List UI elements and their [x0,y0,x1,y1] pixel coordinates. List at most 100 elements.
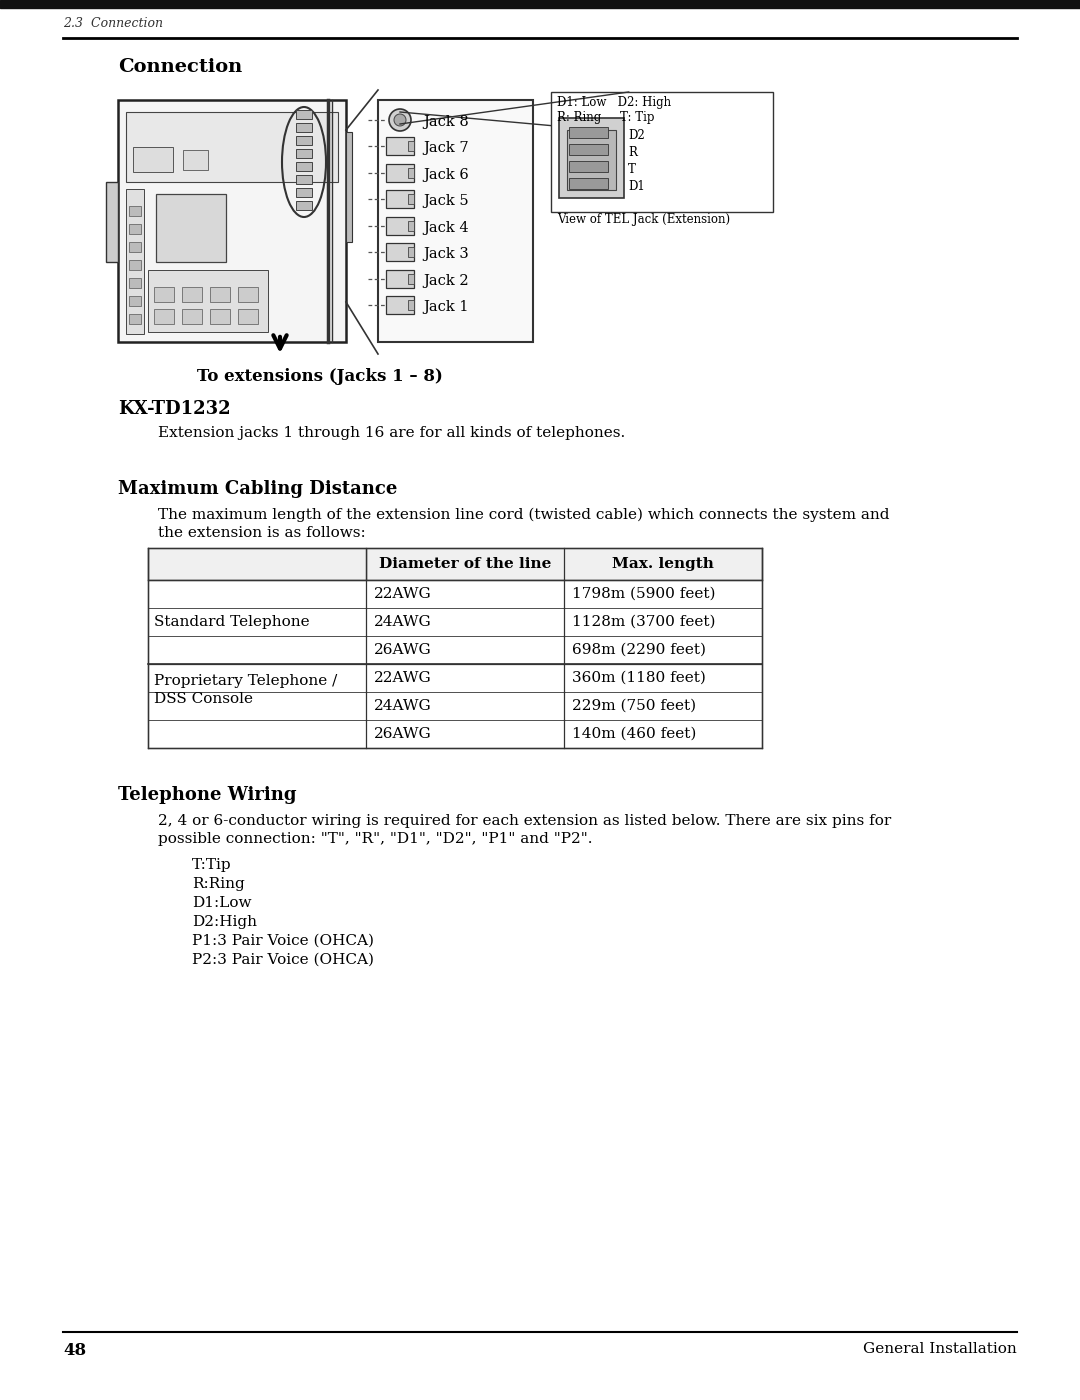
Text: Telephone Wiring: Telephone Wiring [118,785,297,804]
Bar [567,130,616,190]
Bar [106,182,118,262]
Text: To extensions (Jacks 1 – 8): To extensions (Jacks 1 – 8) [197,368,443,385]
Bar [386,217,414,235]
Text: Jack 7: Jack 7 [423,141,469,155]
Bar [148,270,268,332]
Circle shape [389,109,411,132]
Bar [296,123,312,132]
Text: General Installation: General Installation [863,1343,1017,1357]
Text: P1:3 Pair Voice (OHCA): P1:3 Pair Voice (OHCA) [192,934,374,948]
Bar [183,150,208,169]
Text: 26AWG: 26AWG [374,643,432,657]
Text: 48: 48 [63,1343,86,1359]
Bar [183,309,202,323]
Bar [296,162,312,171]
Text: Jack 5: Jack 5 [423,195,469,209]
Bar [408,246,414,258]
Bar [118,99,346,342]
Text: D1:Low: D1:Low [192,896,252,910]
Text: T:Tip: T:Tip [192,858,231,872]
Bar [0,0,1080,8]
Text: Jack 1: Jack 1 [423,300,469,314]
Bar [296,202,312,210]
Text: D2:High: D2:High [192,916,257,930]
Text: D2: D2 [627,129,645,141]
Text: 698m (2290 feet): 698m (2290 feet) [572,643,706,657]
Bar [148,547,366,580]
Text: View of TEL Jack (Extension): View of TEL Jack (Extension) [557,213,730,225]
Text: 1798m (5900 feet): 1798m (5900 feet) [572,587,715,601]
Bar [238,309,258,323]
Bar [569,127,608,139]
Bar [408,168,414,178]
Text: 1128m (3700 feet): 1128m (3700 feet) [572,615,715,629]
Bar [551,92,773,211]
Bar [154,287,174,302]
Bar [126,112,338,182]
Text: Connection: Connection [118,57,242,76]
Bar [386,244,414,260]
Text: KX-TD1232: KX-TD1232 [118,400,231,419]
Text: 2, 4 or 6-conductor wiring is required for each extension as listed below. There: 2, 4 or 6-conductor wiring is required f… [158,813,891,827]
Bar [569,161,608,172]
Bar [366,547,762,580]
Bar [408,195,414,204]
Bar [129,260,141,270]
Text: D1: D1 [627,181,645,193]
Text: Jack 4: Jack 4 [423,221,469,235]
Text: 140m (460 feet): 140m (460 feet) [572,727,697,741]
Text: R: Ring     T: Tip: R: Ring T: Tip [557,111,654,125]
Bar [296,188,312,197]
Bar [129,242,141,252]
Bar [569,178,608,189]
Bar [210,287,230,302]
Bar [386,295,414,314]
Text: R: R [627,146,637,160]
Bar [386,270,414,288]
Bar [346,132,352,242]
Text: 360m (1180 feet): 360m (1180 feet) [572,671,706,685]
Text: T: T [627,162,636,176]
Bar [408,274,414,284]
Text: Jack 3: Jack 3 [423,246,469,260]
Text: P2:3 Pair Voice (OHCA): P2:3 Pair Voice (OHCA) [192,953,374,967]
Text: 24AWG: 24AWG [374,699,432,713]
Bar [129,314,141,323]
Bar [296,148,312,158]
Text: Standard Telephone: Standard Telephone [154,615,310,629]
Text: 22AWG: 22AWG [374,671,432,685]
Text: Proprietary Telephone /: Proprietary Telephone / [154,673,337,687]
Bar [156,195,226,262]
Bar [408,221,414,231]
Text: 2.3  Connection: 2.3 Connection [63,17,163,29]
Text: Extension jacks 1 through 16 are for all kinds of telephones.: Extension jacks 1 through 16 are for all… [158,426,625,440]
Bar [559,118,624,197]
Text: 24AWG: 24AWG [374,615,432,629]
Bar [569,144,608,155]
Bar [129,206,141,216]
Text: Diameter of the line: Diameter of the line [379,557,551,571]
Bar [148,580,762,664]
Text: Jack 6: Jack 6 [423,168,469,182]
Text: Maximum Cabling Distance: Maximum Cabling Distance [118,480,397,498]
Bar [133,147,173,172]
Bar [210,309,230,323]
Bar [154,309,174,323]
Bar [296,175,312,183]
Text: 229m (750 feet): 229m (750 feet) [572,699,697,713]
Text: The maximum length of the extension line cord (twisted cable) which connects the: The maximum length of the extension line… [158,508,890,522]
Bar [129,279,141,288]
Text: DSS Console: DSS Console [154,692,253,706]
Bar [238,287,258,302]
Bar [408,300,414,309]
Text: D1: Low   D2: High: D1: Low D2: High [557,97,671,109]
Bar [129,295,141,307]
Text: the extension is as follows:: the extension is as follows: [158,526,366,540]
Bar [386,137,414,155]
Bar [129,224,141,234]
Text: Max. length: Max. length [612,557,714,571]
Text: R:Ring: R:Ring [192,876,245,890]
Bar [386,164,414,182]
Text: 26AWG: 26AWG [374,727,432,741]
Bar [183,287,202,302]
